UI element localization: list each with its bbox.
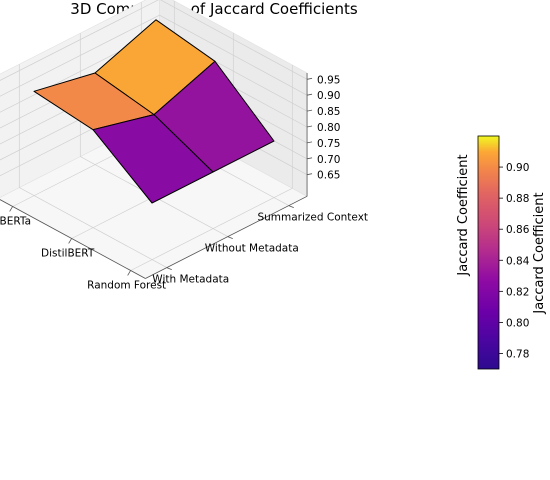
colorbar-tick-label: 0.84	[506, 255, 530, 267]
surface-patch	[92, 114, 214, 204]
colorbar-label: Jaccard Coefficient	[532, 192, 547, 314]
x-tick-label: DistilBERT	[41, 247, 95, 259]
z-tick-mark	[306, 93, 313, 96]
z-tick-mark	[306, 173, 313, 176]
x-tick-mark	[127, 270, 131, 276]
z-axis-ticks: 0.65 0.70 0.75 0.80 0.85 0.90 0.95	[306, 74, 340, 182]
colorbar-tick-label: 0.90	[506, 162, 529, 174]
x-axis-ticks: RoBERTa DistilBERT Random Forest	[0, 206, 166, 291]
z-tick-label: 0.75	[317, 138, 340, 150]
colorbar-tick-label: 0.80	[506, 317, 529, 329]
z-tick-mark	[306, 157, 313, 160]
surface-plot	[33, 19, 275, 204]
z-tick-label: 0.65	[317, 170, 340, 182]
z-tick-label: 0.85	[317, 106, 340, 118]
z-tick-mark	[306, 141, 313, 144]
z-tick-label: 0.90	[317, 90, 340, 102]
z-tick-label: 0.70	[317, 154, 340, 166]
chart-title: 3D Comparison of Jaccard Coefficients	[70, 0, 358, 18]
z-tick-mark	[306, 77, 313, 80]
colorbar-tick-label: 0.88	[506, 193, 529, 205]
z-grid-line	[0, 14, 308, 97]
z-grid-line	[0, 0, 308, 81]
y-tick-mark	[288, 205, 294, 208]
z-tick-label: 0.95	[317, 74, 340, 86]
x-tick-label: Random Forest	[87, 279, 166, 291]
y-grid-line	[79, 33, 228, 237]
colorbar: 0.78 0.80 0.82 0.84 0.86 0.88 0.90 Jaccard Coe…	[477, 135, 547, 370]
x-tick-mark	[68, 238, 72, 244]
z-tick-mark	[306, 109, 313, 112]
colorbar-gradient	[477, 135, 500, 370]
y-tick-label: With Metadata	[152, 274, 229, 286]
y-axis-ticks: With Metadata Without Metadata Summarized …	[152, 205, 368, 286]
y-tick-mark	[227, 236, 233, 239]
colorbar-tick-label: 0.78	[506, 348, 529, 360]
y-tick-mark	[166, 267, 172, 270]
x-tick-label: RoBERTa	[0, 215, 31, 227]
colorbar-tick-label: 0.82	[506, 286, 529, 298]
y-grid-line	[18, 64, 167, 268]
x-grid-line	[130, 64, 293, 271]
colorbar-ticks: 0.78 0.80 0.82 0.84 0.86 0.88 0.90	[499, 162, 530, 360]
z-axis-label: Jaccard Coefficient	[456, 154, 471, 276]
y-tick-label: Summarized Context	[257, 212, 368, 224]
x-tick-mark	[9, 206, 13, 212]
z-tick-label: 0.80	[317, 122, 340, 134]
y-axis-line	[145, 195, 308, 279]
z-tick-mark	[306, 125, 313, 128]
y-tick-label: Without Metadata	[205, 243, 299, 255]
colorbar-tick-label: 0.86	[506, 224, 530, 236]
